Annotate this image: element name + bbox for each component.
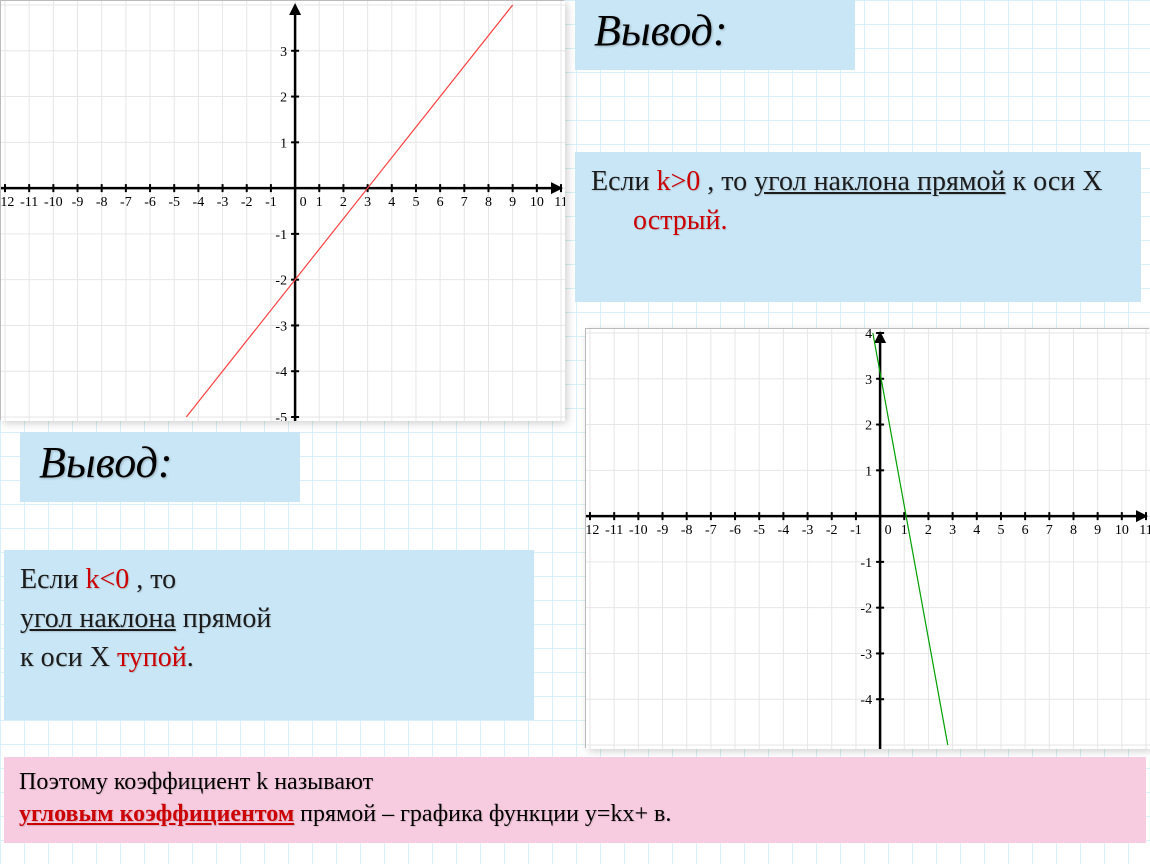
conclusion-heading-1: Вывод: [575, 0, 855, 70]
svg-text:-7: -7 [705, 523, 717, 538]
svg-text:1: 1 [280, 136, 287, 151]
svg-text:6: 6 [1022, 523, 1029, 538]
svg-text:-5: -5 [168, 195, 180, 210]
svg-text:-6: -6 [729, 523, 741, 538]
svg-text:3: 3 [865, 373, 872, 388]
svg-text:10: 10 [530, 195, 544, 210]
svg-text:-2: -2 [241, 195, 253, 210]
coeff-k: k [256, 769, 268, 795]
svg-text:9: 9 [1094, 523, 1101, 538]
svg-text:4: 4 [388, 195, 395, 210]
svg-text:2: 2 [865, 419, 872, 434]
text: Если [20, 564, 86, 595]
svg-text:-4: -4 [860, 693, 872, 708]
text: , то [129, 564, 176, 595]
svg-text:2: 2 [280, 91, 287, 106]
svg-text:0: 0 [300, 195, 307, 210]
angle-type: острый. [633, 205, 728, 236]
conclusion-text-positive: Если k>0 , то угол наклона прямой к оси … [575, 152, 1141, 302]
svg-text:-11: -11 [20, 195, 38, 210]
svg-text:-5: -5 [275, 411, 287, 421]
footer-definition: Поэтому коэффициент k называют угловым к… [4, 757, 1146, 843]
svg-text:-1: -1 [275, 228, 287, 243]
svg-text:8: 8 [485, 195, 492, 210]
angle-type: тупой [117, 642, 187, 673]
text: , то [700, 166, 754, 197]
text: Если [591, 166, 657, 197]
svg-text:-6: -6 [144, 195, 156, 210]
svg-text:-5: -5 [753, 523, 765, 538]
angle-phrase: угол наклона [20, 603, 176, 634]
conclusion-text-negative: Если k<0 , то угол наклона прямой к оси … [4, 550, 534, 720]
svg-text:6: 6 [437, 195, 444, 210]
svg-text:-1: -1 [860, 556, 872, 571]
svg-text:-2: -2 [826, 523, 838, 538]
svg-text:-8: -8 [681, 523, 693, 538]
svg-text:3: 3 [949, 523, 956, 538]
svg-text:-9: -9 [72, 195, 84, 210]
svg-text:-1: -1 [850, 523, 862, 538]
text: к оси Х [20, 642, 117, 673]
svg-text:-3: -3 [860, 647, 872, 662]
svg-text:-2: -2 [275, 274, 287, 289]
svg-text:1: 1 [901, 523, 908, 538]
svg-text:0: 0 [885, 523, 892, 538]
angle-phrase: угол наклона прямой [754, 166, 1005, 197]
svg-text:10: 10 [1115, 523, 1129, 538]
heading-text: Вывод: [594, 6, 728, 55]
conclusion-heading-2: Вывод: [20, 432, 300, 502]
svg-text:-3: -3 [802, 523, 814, 538]
svg-text:5: 5 [412, 195, 419, 210]
svg-text:2: 2 [925, 523, 932, 538]
svg-text:9: 9 [509, 195, 516, 210]
svg-text:3: 3 [280, 45, 287, 60]
svg-text:5: 5 [997, 523, 1004, 538]
svg-text:7: 7 [461, 195, 468, 210]
svg-text:4: 4 [865, 329, 872, 342]
svg-text:-4: -4 [778, 523, 790, 538]
heading-text: Вывод: [39, 438, 173, 487]
text: Поэтому коэффициент [19, 769, 256, 795]
svg-text:-3: -3 [217, 195, 229, 210]
svg-text:-10: -10 [629, 523, 648, 538]
chart-positive-slope: -12-11-10-9-8-7-6-5-4-3-2-10123456789101… [0, 0, 564, 420]
svg-text:7: 7 [1046, 523, 1053, 538]
svg-text:1: 1 [316, 195, 323, 210]
svg-text:-4: -4 [193, 195, 205, 210]
svg-text:3: 3 [364, 195, 371, 210]
svg-text:-3: -3 [275, 319, 287, 334]
text: называют [268, 769, 373, 795]
svg-text:-9: -9 [657, 523, 669, 538]
text: прямой [176, 603, 272, 634]
k-condition: k<0 [86, 564, 130, 595]
svg-text:11: 11 [554, 195, 565, 210]
svg-text:1: 1 [865, 464, 872, 479]
svg-text:8: 8 [1070, 523, 1077, 538]
text: прямой – графика функции y=kx+ в. [294, 801, 671, 827]
svg-text:-8: -8 [96, 195, 108, 210]
svg-text:-1: -1 [265, 195, 277, 210]
svg-text:-2: -2 [860, 602, 872, 617]
svg-text:-12: -12 [586, 523, 599, 538]
svg-text:11: 11 [1139, 523, 1150, 538]
chart-negative-slope: -12-11-10-9-8-7-6-5-4-3-2-10123456789101… [585, 328, 1149, 748]
svg-text:2: 2 [340, 195, 347, 210]
svg-text:-7: -7 [120, 195, 132, 210]
svg-text:-4: -4 [275, 365, 287, 380]
svg-text:4: 4 [973, 523, 980, 538]
k-condition: k>0 [657, 166, 701, 197]
svg-text:-11: -11 [605, 523, 623, 538]
angular-coefficient: угловым коэффициентом [19, 801, 294, 827]
svg-text:-10: -10 [44, 195, 63, 210]
text: к оси Х [1006, 166, 1103, 197]
svg-text:-12: -12 [1, 195, 14, 210]
